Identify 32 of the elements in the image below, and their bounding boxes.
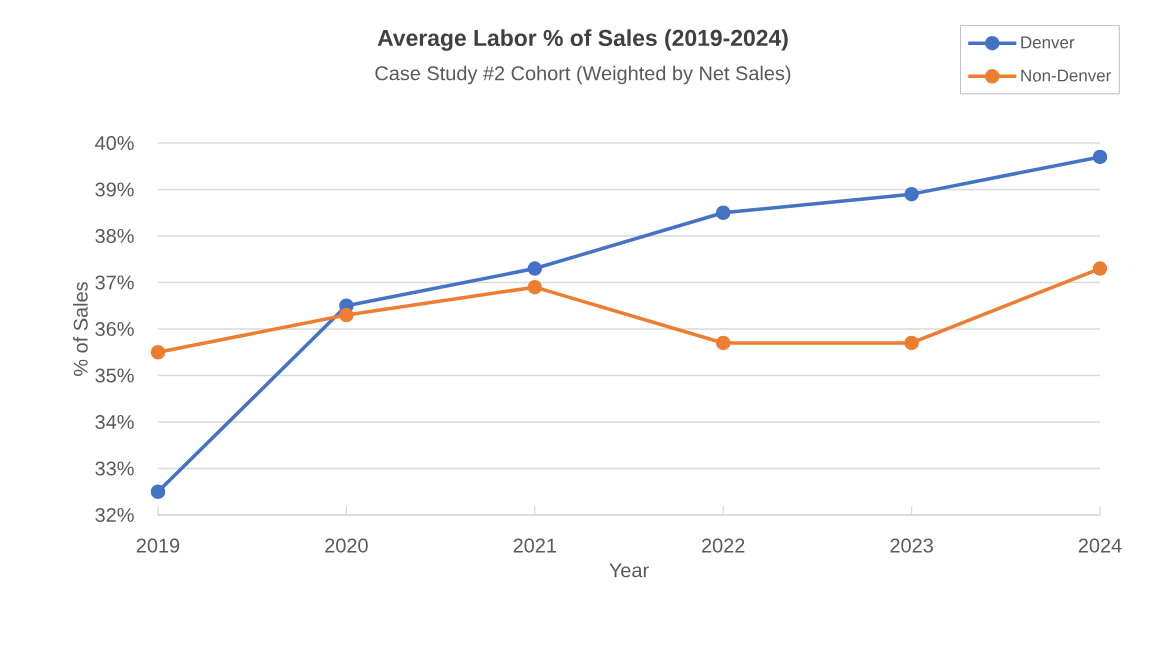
- y-tick-label: 38%: [95, 228, 134, 244]
- x-tick-label: 2021: [513, 538, 556, 553]
- chart-title: Average Labor % of Sales (2019-2024): [377, 29, 788, 51]
- chart-subtitle: Case Study #2 Cohort (Weighted by Net Sales): [375, 65, 791, 85]
- y-tick-label: 37%: [95, 275, 134, 290]
- legend-label: Denver: [1021, 36, 1075, 49]
- y-tick-label: 33%: [95, 461, 134, 476]
- y-tick-label: 34%: [95, 414, 134, 430]
- x-tick-label: 2020: [325, 538, 368, 553]
- legend-label: Non-Denver: [1021, 69, 1111, 82]
- point: [527, 261, 543, 276]
- point: [904, 186, 919, 202]
- y-axis-title: % of Sales: [73, 282, 88, 376]
- y-tick-label: 32%: [95, 507, 134, 523]
- y-tick-label: 35%: [95, 368, 134, 383]
- point: [527, 279, 543, 295]
- point: [715, 205, 731, 220]
- point: [150, 484, 166, 499]
- x-tick-label: 2019: [136, 538, 180, 553]
- point: [339, 307, 354, 323]
- point: [715, 335, 731, 351]
- x-tick-label: 2024: [1078, 538, 1122, 553]
- y-tick-label: 36%: [95, 321, 134, 337]
- point: [1092, 261, 1108, 276]
- point: [150, 345, 166, 360]
- y-tick-label: 40%: [95, 135, 134, 151]
- x-tick-label: 2022: [702, 538, 745, 553]
- x-axis-title: Year: [609, 563, 649, 578]
- point: [1092, 149, 1108, 165]
- point: [904, 335, 919, 351]
- x-tick-label: 2023: [890, 538, 933, 553]
- y-tick-label: 39%: [95, 182, 134, 197]
